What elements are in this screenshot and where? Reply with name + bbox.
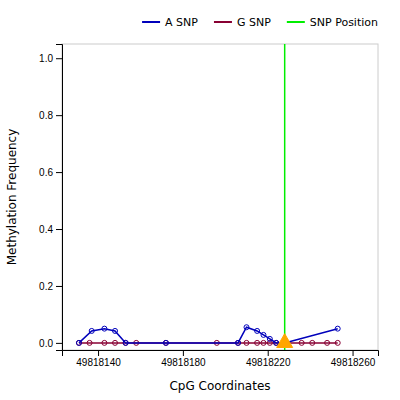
point <box>335 340 340 345</box>
y-tick: 0.8 <box>39 110 62 121</box>
legend-item: A SNP <box>142 16 198 29</box>
x-axis: 49818140 49818180 49818220 49818260 <box>63 350 379 368</box>
y-axis-line <box>56 45 63 351</box>
y-tick: 0.6 <box>39 167 62 178</box>
point <box>299 340 304 345</box>
x-tick-label: 49818220 <box>246 357 291 368</box>
point <box>236 340 241 345</box>
x-tick-mark <box>183 350 184 356</box>
point <box>255 328 260 333</box>
point <box>335 326 340 331</box>
x-tick-label: 49818260 <box>331 357 376 368</box>
legend-label: A SNP <box>165 16 198 29</box>
plot-frame <box>62 44 378 350</box>
y-tick-label: 0.4 <box>39 224 53 235</box>
y-tick: 0.2 <box>39 281 62 292</box>
snp-line <box>284 44 286 350</box>
legend-item: SNP Position <box>287 16 378 29</box>
y-tick: 0.4 <box>39 224 62 235</box>
point <box>244 340 249 345</box>
y-tick-mark <box>56 115 62 116</box>
y-tick-mark <box>56 58 62 59</box>
y-tick-mark <box>56 172 62 173</box>
y-axis-title: Methylation Frequency <box>5 129 19 266</box>
point <box>89 328 94 333</box>
point <box>325 340 330 345</box>
legend: A SNP G SNP SNP Position <box>142 16 378 29</box>
legend-swatch <box>287 21 305 23</box>
y-tick: 1.0 <box>39 53 62 64</box>
x-tick-label: 49818140 <box>76 357 121 368</box>
legend-label: G SNP <box>237 16 271 29</box>
y-tick-mark <box>56 343 62 344</box>
y-axis: 0.0 0.2 0.4 0.6 0.8 1.0 <box>39 45 62 351</box>
y-tick: 0.0 <box>39 338 62 349</box>
point <box>255 340 260 345</box>
x-tick: 49818260 <box>331 350 376 368</box>
y-tick-label: 0.2 <box>39 281 53 292</box>
x-tick: 49818140 <box>76 350 121 368</box>
snp-marker <box>277 334 293 348</box>
x-tick: 49818220 <box>246 350 291 368</box>
y-tick-label: 0.0 <box>39 338 53 349</box>
point <box>261 340 266 345</box>
point <box>261 332 266 337</box>
point <box>244 325 249 330</box>
legend-label: SNP Position <box>310 16 378 29</box>
point <box>87 340 92 345</box>
legend-swatch <box>214 21 232 23</box>
point <box>113 328 118 333</box>
y-tick-label: 0.6 <box>39 167 53 178</box>
chart: 498181404981818049818220498182600.00.20.… <box>0 0 400 400</box>
point <box>102 340 107 345</box>
y-tick-label: 1.0 <box>39 53 53 64</box>
plot-area: 498181404981818049818220498182600.00.20.… <box>39 44 378 368</box>
y-tick-label: 0.8 <box>39 110 53 121</box>
x-axis-line <box>63 351 379 357</box>
y-tick-mark <box>56 229 62 230</box>
point <box>102 326 107 331</box>
point <box>310 340 315 345</box>
y-tick-mark <box>56 286 62 287</box>
marks <box>76 44 340 350</box>
point <box>113 340 118 345</box>
point <box>163 340 168 345</box>
x-axis-title: CpG Coordinates <box>169 379 270 393</box>
point <box>76 340 81 345</box>
point <box>123 340 128 345</box>
series-points <box>76 325 340 346</box>
x-tick: 49818180 <box>161 350 206 368</box>
x-tick-mark <box>353 350 354 356</box>
legend-swatch <box>142 21 160 23</box>
x-tick-mark <box>268 350 269 356</box>
series-line <box>79 327 338 343</box>
legend-item: G SNP <box>214 16 271 29</box>
x-tick-mark <box>98 350 99 356</box>
point <box>267 336 272 341</box>
x-tick-label: 49818180 <box>161 357 206 368</box>
